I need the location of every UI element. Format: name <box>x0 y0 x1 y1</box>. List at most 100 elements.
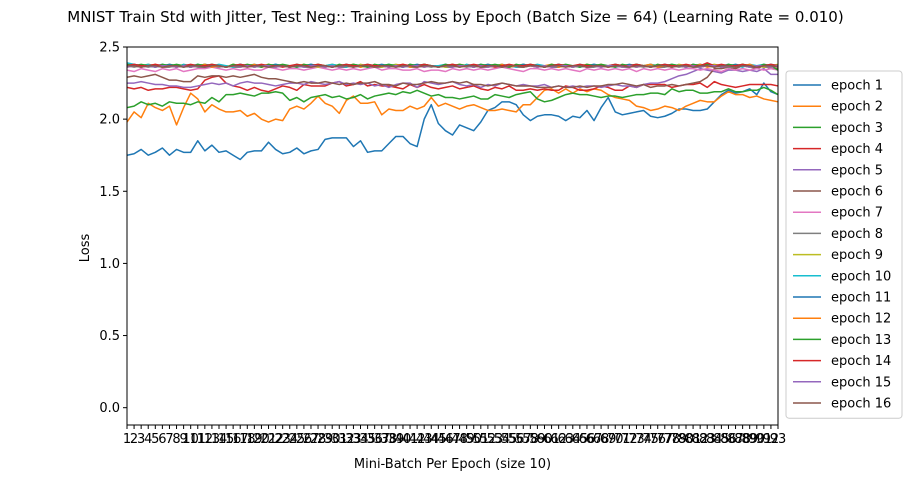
x-tick-label: 5 <box>151 432 159 447</box>
x-tick-label: 27 <box>303 432 320 447</box>
x-tick-label: 24 <box>281 432 298 447</box>
x-axis-label: Mini-Batch Per Epoch (size 10) <box>354 457 551 472</box>
x-tick-label: 56 <box>508 432 525 447</box>
x-tick-label: 47 <box>444 432 461 447</box>
y-tick-label: 1.0 <box>99 257 120 272</box>
x-tick-label: 85 <box>713 432 730 447</box>
x-tick-label: 18 <box>239 432 256 447</box>
y-tick-label: 1.5 <box>99 185 120 200</box>
x-tick-label: 73 <box>628 432 645 447</box>
x-tick-label: 82 <box>692 432 709 447</box>
x-tick-label: 15 <box>218 432 235 447</box>
x-tick-label: 66 <box>579 432 596 447</box>
x-tick-label: 81 <box>685 432 702 447</box>
x-tick-label: 4 <box>144 432 152 447</box>
x-tick-label: 9 <box>179 432 187 447</box>
x-tick-label: 31 <box>331 432 348 447</box>
x-tick-label: 34 <box>352 432 369 447</box>
chart-title: MNIST Train Std with Jitter, Test Neg:: … <box>67 8 844 26</box>
legend: epoch 1 epoch 2 epoch 3 epoch 4 epoch 5 epoch… <box>785 70 903 419</box>
x-tick-label: 69 <box>600 432 617 447</box>
x-tick-label: 71 <box>614 432 631 447</box>
x-tick-label: 74 <box>635 432 652 447</box>
y-axis-label: Loss <box>78 234 93 263</box>
x-tick-label: 80 <box>678 432 695 447</box>
x-tick-label: 79 <box>671 432 688 447</box>
x-tick-label: 72 <box>621 432 638 447</box>
x-tick-label: 25 <box>289 432 306 447</box>
x-tick-label: 86 <box>720 432 737 447</box>
legend-label: epoch 13 <box>831 333 891 348</box>
x-tick-label: 62 <box>550 432 567 447</box>
x-tick-label: 7 <box>165 432 173 447</box>
x-tick-label: 84 <box>706 432 723 447</box>
x-tick-label: 42 <box>409 432 426 447</box>
x-tick-label: 53 <box>487 432 504 447</box>
y-tick-label: 0.5 <box>99 329 120 344</box>
x-tick-label: 55 <box>501 432 518 447</box>
x-tick-label: 91 <box>756 432 773 447</box>
x-tick-label: 29 <box>317 432 334 447</box>
x-tick-label: 52 <box>480 432 497 447</box>
legend-label: epoch 2 <box>831 100 883 115</box>
x-tick-label: 14 <box>211 432 228 447</box>
legend-label: epoch 1 <box>831 79 883 94</box>
x-tick-label: 76 <box>649 432 666 447</box>
series-line-epoch-6 <box>126 65 778 89</box>
x-tick-label: 61 <box>543 432 560 447</box>
x-tick-label: 49 <box>458 432 475 447</box>
legend-label: epoch 9 <box>831 248 883 263</box>
x-tick-label: 51 <box>473 432 490 447</box>
legend-label: epoch 3 <box>831 121 883 136</box>
x-axis: 1234567891011121314151617181920212223242… <box>123 425 786 447</box>
legend-label: epoch 5 <box>831 163 883 178</box>
series-line-epoch-1 <box>126 82 779 161</box>
x-tick-label: 33 <box>345 432 362 447</box>
y-axis: 0.0 0.5 1.0 1.5 2.0 2.5 <box>99 41 127 416</box>
x-tick-label: 93 <box>770 432 787 447</box>
x-tick-label: 30 <box>324 432 341 447</box>
x-tick-label: 77 <box>657 432 674 447</box>
legend-label: epoch 8 <box>831 227 883 242</box>
x-tick-label: 1 <box>123 432 131 447</box>
x-tick-label: 37 <box>373 432 390 447</box>
x-tick-label: 70 <box>607 432 624 447</box>
x-tick-label: 90 <box>748 432 765 447</box>
x-tick-label: 83 <box>699 432 716 447</box>
legend-label: epoch 4 <box>831 142 883 157</box>
x-tick-label: 48 <box>451 432 468 447</box>
legend-label: epoch 7 <box>831 206 883 221</box>
x-tick-label: 20 <box>253 432 270 447</box>
x-tick-label: 60 <box>536 432 553 447</box>
x-tick-label: 8 <box>172 432 180 447</box>
x-tick-label: 67 <box>586 432 603 447</box>
x-tick-label: 64 <box>565 432 582 447</box>
legend-label: epoch 14 <box>831 354 891 369</box>
x-tick-label: 63 <box>557 432 574 447</box>
x-tick-label: 65 <box>572 432 589 447</box>
x-tick-label: 6 <box>158 432 166 447</box>
x-tick-label: 2 <box>130 432 138 447</box>
x-tick-label: 59 <box>529 432 546 447</box>
x-tick-label: 92 <box>763 432 780 447</box>
y-tick-label: 2.0 <box>99 113 120 128</box>
x-tick-label: 58 <box>522 432 539 447</box>
x-tick-label: 35 <box>359 432 376 447</box>
x-tick-label: 22 <box>267 432 284 447</box>
x-tick-label: 75 <box>642 432 659 447</box>
legend-label: epoch 11 <box>831 291 891 306</box>
x-tick-label: 41 <box>402 432 419 447</box>
x-tick-label: 17 <box>232 432 249 447</box>
x-tick-label: 45 <box>430 432 447 447</box>
legend-label: epoch 16 <box>831 397 891 412</box>
legend-label: epoch 12 <box>831 312 891 327</box>
x-tick-label: 88 <box>734 432 751 447</box>
legend-label: epoch 10 <box>831 269 891 284</box>
x-tick-label: 54 <box>494 432 511 447</box>
x-tick-label: 44 <box>423 432 440 447</box>
x-tick-label: 36 <box>366 432 383 447</box>
plot-frame <box>126 46 779 426</box>
legend-label: epoch 6 <box>831 185 883 200</box>
series-line-epoch-2 <box>126 88 779 126</box>
x-tick-label: 21 <box>260 432 277 447</box>
